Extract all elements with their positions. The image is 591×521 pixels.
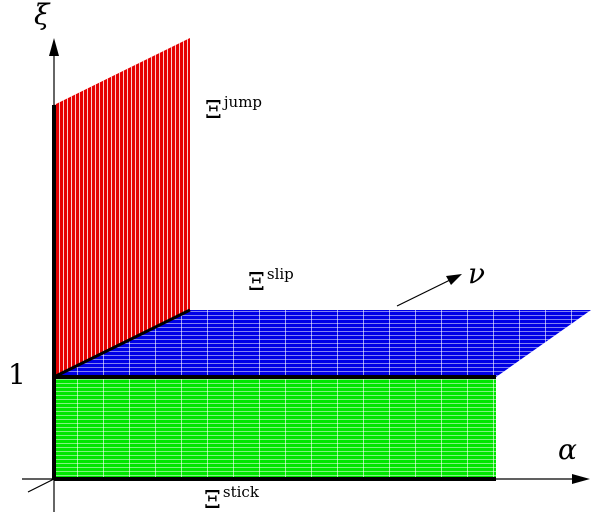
slip-region-symbol: Ξ <box>248 268 265 296</box>
slip-region-superscript: slip <box>267 265 294 283</box>
jump-region-symbol: Ξ <box>205 96 222 124</box>
xi-axis-arrowhead <box>49 38 59 56</box>
nu-arrowhead <box>446 274 462 285</box>
tick-label-one: 1 <box>8 358 26 391</box>
stick-region-hatch <box>54 377 496 479</box>
xi-axis-label: ξ <box>34 0 51 31</box>
slip-region-hatch <box>54 310 591 377</box>
jump-region-hatch <box>54 38 190 377</box>
stick-region-superscript: stick <box>223 483 260 501</box>
alpha-axis-arrowhead <box>572 474 590 484</box>
nu-axis-label: ν <box>468 257 485 290</box>
jump-region-superscript: jump <box>222 93 262 111</box>
slip-region <box>54 310 591 377</box>
nu-arrow-line <box>396 279 451 307</box>
oblique-boundary-line <box>53 308 191 379</box>
jump-region <box>54 38 190 377</box>
oblique-axis-stub <box>27 478 55 493</box>
stick-region <box>54 377 496 479</box>
stick-region-symbol: Ξ <box>204 486 221 514</box>
alpha-axis-label: α <box>558 433 577 466</box>
